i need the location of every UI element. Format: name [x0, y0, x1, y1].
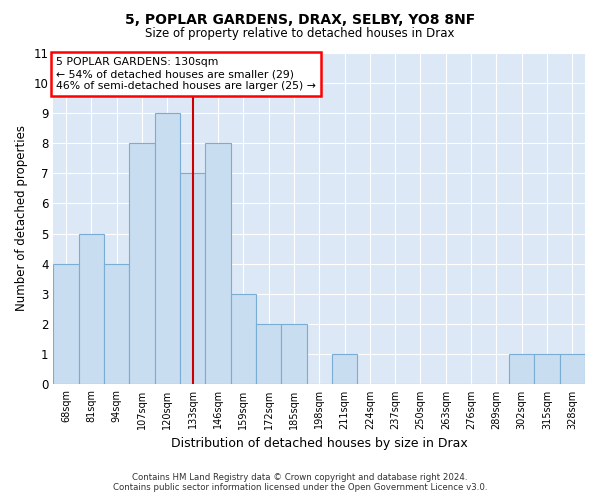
X-axis label: Distribution of detached houses by size in Drax: Distribution of detached houses by size …: [171, 437, 467, 450]
Bar: [130, 143, 155, 384]
Bar: [509, 354, 535, 384]
Bar: [560, 354, 585, 384]
Bar: [205, 143, 230, 384]
Text: 5, POPLAR GARDENS, DRAX, SELBY, YO8 8NF: 5, POPLAR GARDENS, DRAX, SELBY, YO8 8NF: [125, 12, 475, 26]
Bar: [332, 354, 357, 384]
Text: 5 POPLAR GARDENS: 130sqm
← 54% of detached houses are smaller (29)
46% of semi-d: 5 POPLAR GARDENS: 130sqm ← 54% of detach…: [56, 58, 316, 90]
Bar: [230, 294, 256, 384]
Bar: [155, 113, 180, 384]
Bar: [256, 324, 281, 384]
Text: Contains HM Land Registry data © Crown copyright and database right 2024.
Contai: Contains HM Land Registry data © Crown c…: [113, 473, 487, 492]
Bar: [281, 324, 307, 384]
Bar: [79, 234, 104, 384]
Bar: [535, 354, 560, 384]
Y-axis label: Number of detached properties: Number of detached properties: [15, 126, 28, 312]
Bar: [104, 264, 130, 384]
Bar: [53, 264, 79, 384]
Bar: [180, 173, 205, 384]
Text: Size of property relative to detached houses in Drax: Size of property relative to detached ho…: [145, 28, 455, 40]
